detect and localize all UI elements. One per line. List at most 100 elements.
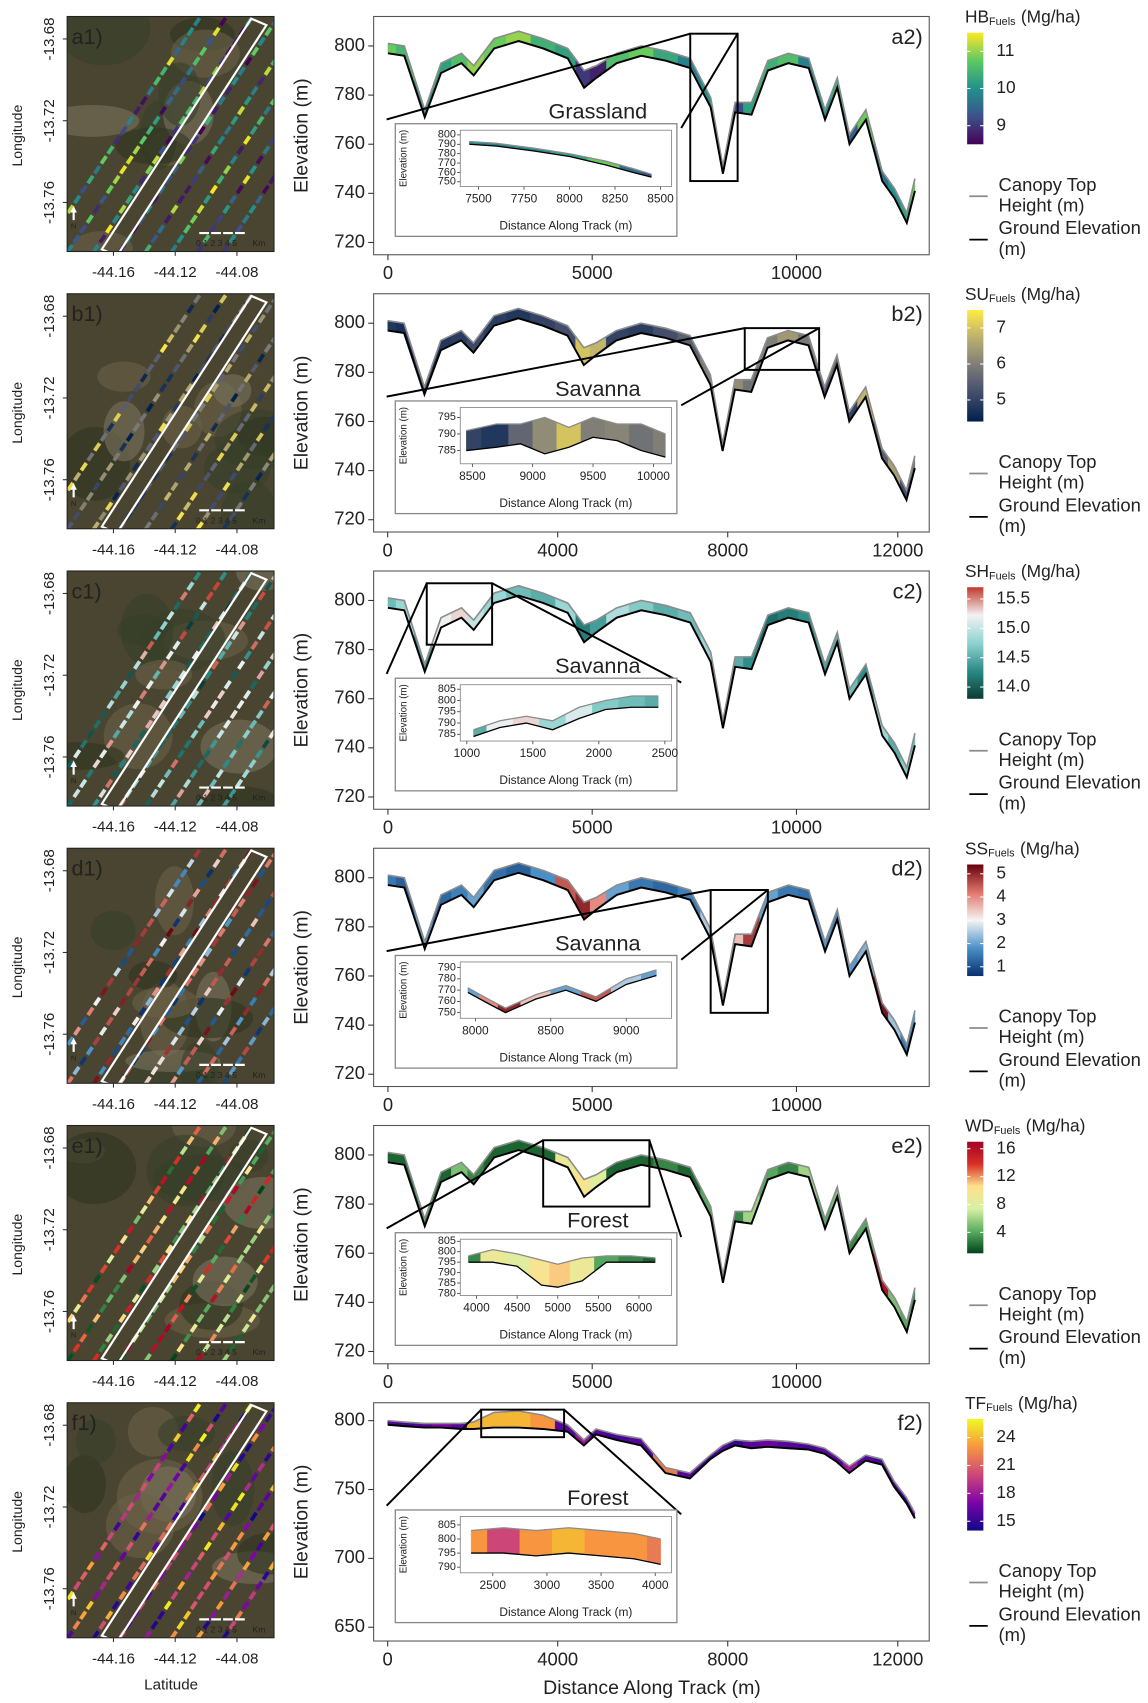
track-segment: [357, 8, 362, 15]
zoom-connector: [491, 582, 682, 684]
track-segment: [139, 967, 148, 977]
inset-x-tick-label: 9000: [613, 1023, 640, 1037]
track-segment: [132, 977, 141, 987]
track-segment: [192, 333, 201, 344]
inset-y-label: Elevation (m): [399, 130, 410, 187]
map-y-tick-label: -13.72: [41, 376, 58, 419]
track-segment: [72, 1343, 81, 1353]
panel-label: c2): [893, 578, 923, 603]
track-segment: [166, 888, 175, 898]
track-segment: [179, 313, 188, 324]
track-segment: [285, 1186, 290, 1193]
track-segment: [79, 1016, 88, 1027]
inset-y-tick-label: 790: [438, 1561, 456, 1573]
zoom-box: [425, 582, 494, 646]
track-segment: [158, 145, 167, 155]
track-segment: [191, 135, 200, 145]
inset-ground-line: [473, 706, 659, 738]
track-segment: [215, 1323, 224, 1333]
track-segment: [145, 957, 154, 967]
track-segment: [87, 255, 92, 262]
track-segment: [351, 295, 356, 302]
track-segment: [193, 571, 202, 581]
track-segment: [119, 402, 128, 413]
track-segment: [254, 1402, 255, 1403]
map-layer: [67, 293, 356, 539]
inset-ground-line: [466, 436, 666, 458]
map-y-tick-label: -13.68: [41, 1404, 58, 1447]
track-segment: [318, 860, 323, 867]
track-segment: [317, 384, 322, 391]
zoom-connector: [680, 889, 769, 961]
track-segment: [269, 1521, 275, 1532]
north-arrow: [70, 206, 77, 221]
track-segment: [269, 135, 275, 145]
profile: [387, 862, 916, 1058]
track-segment: [157, 1333, 166, 1343]
track-segment: [191, 1204, 200, 1215]
track-segment: [257, 591, 266, 601]
track-segment: [163, 1046, 172, 1056]
track-segment: [217, 650, 226, 660]
track-segment: [219, 294, 228, 304]
track-segment: [205, 907, 214, 918]
track-segment: [125, 155, 134, 165]
track-segment: [113, 532, 118, 539]
track-segment: [228, 1343, 237, 1353]
track-segment: [112, 729, 121, 739]
track-segment: [163, 491, 172, 502]
y-tick-label: 720: [334, 508, 365, 529]
track-segment: [204, 1501, 213, 1512]
track-segment: [224, 1472, 233, 1482]
track-segment: [257, 76, 266, 86]
track-segment: [145, 996, 154, 1007]
inset-y-tick-label: 780: [438, 973, 456, 985]
colorbar-tick-label: 16: [996, 1137, 1015, 1157]
track-segment: [210, 1254, 219, 1264]
track-segment: [138, 729, 147, 739]
track-segment: [202, 234, 211, 244]
track-segment: [173, 1155, 182, 1166]
track-segment: [205, 36, 214, 47]
track-segment: [193, 16, 202, 27]
track-segment: [236, 145, 245, 155]
track-segment: [285, 1147, 290, 1154]
inset-x-tick-label: 4500: [504, 1301, 531, 1315]
track-segment: [229, 471, 238, 482]
track-segment: [249, 1274, 258, 1284]
track-segment: [210, 422, 219, 433]
map-y-label: Longitude: [9, 1491, 25, 1553]
track-segment: [284, 1503, 289, 1510]
track-segment: [299, 1127, 304, 1134]
colorbar-title: SUFuels (Mg/ha): [965, 283, 1081, 305]
track-segment: [279, 602, 284, 609]
track-segment: [251, 878, 260, 888]
map-y-tick-label: -13.68: [41, 1126, 58, 1169]
track-segment: [263, 383, 272, 393]
track-segment: [126, 1501, 135, 1512]
track-segment: [173, 46, 182, 57]
track-segment: [249, 1551, 258, 1561]
track-segment: [178, 115, 187, 126]
track-segment: [119, 1274, 128, 1284]
track-segment: [139, 135, 148, 145]
track-segment: [67, 1047, 68, 1050]
track-segment: [185, 343, 194, 354]
track-segment: [279, 48, 284, 55]
scale-label: 0 1 2 3 4 5: [196, 1347, 237, 1357]
track-segment: [79, 739, 88, 749]
fuel-strip: [470, 1528, 488, 1554]
track-segment: [237, 1175, 246, 1185]
canopy-line: [387, 1139, 916, 1325]
track-segment: [217, 1204, 226, 1215]
track-segment: [317, 661, 322, 668]
land-cover-label: Savanna: [555, 376, 641, 401]
track-segment: [157, 184, 166, 195]
track-segment: [158, 422, 167, 433]
track-segment: [166, 610, 175, 621]
scale-label: 0 1 2 3 4 5: [196, 1624, 237, 1634]
selected-track: [100, 571, 269, 807]
track-segment: [325, 573, 330, 580]
track-segment: [212, 1135, 221, 1146]
y-axis-label: Elevation (m): [290, 1187, 312, 1302]
